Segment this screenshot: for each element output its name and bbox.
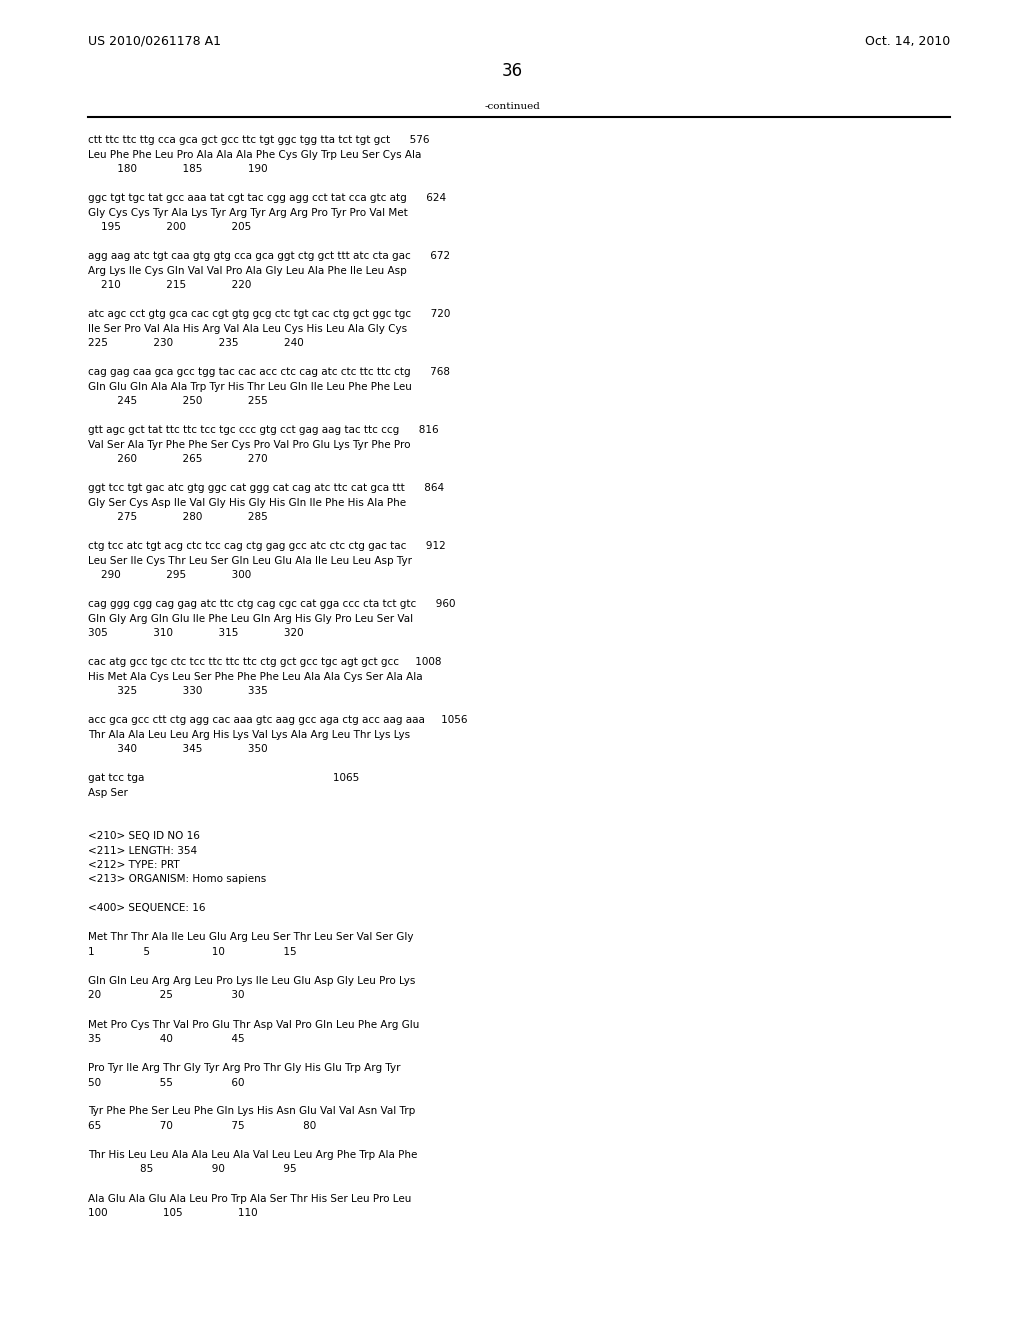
Text: acc gca gcc ctt ctg agg cac aaa gtc aag gcc aga ctg acc aag aaa     1056: acc gca gcc ctt ctg agg cac aaa gtc aag …: [88, 715, 468, 725]
Text: Arg Lys Ile Cys Gln Val Val Pro Ala Gly Leu Ala Phe Ile Leu Asp: Arg Lys Ile Cys Gln Val Val Pro Ala Gly …: [88, 265, 407, 276]
Text: <211> LENGTH: 354: <211> LENGTH: 354: [88, 846, 198, 855]
Text: Ala Glu Ala Glu Ala Leu Pro Trp Ala Ser Thr His Ser Leu Pro Leu: Ala Glu Ala Glu Ala Leu Pro Trp Ala Ser …: [88, 1193, 412, 1204]
Text: Asp Ser: Asp Ser: [88, 788, 128, 797]
Text: 1               5                   10                  15: 1 5 10 15: [88, 946, 297, 957]
Text: -continued: -continued: [484, 102, 540, 111]
Text: 275              280              285: 275 280 285: [88, 512, 267, 521]
Text: 195              200              205: 195 200 205: [88, 222, 251, 232]
Text: Leu Phe Phe Leu Pro Ala Ala Ala Phe Cys Gly Trp Leu Ser Cys Ala: Leu Phe Phe Leu Pro Ala Ala Ala Phe Cys …: [88, 149, 421, 160]
Text: 325              330              335: 325 330 335: [88, 686, 267, 696]
Text: agg aag atc tgt caa gtg gtg cca gca ggt ctg gct ttt atc cta gac      672: agg aag atc tgt caa gtg gtg cca gca ggt …: [88, 251, 451, 261]
Text: Tyr Phe Phe Ser Leu Phe Gln Lys His Asn Glu Val Val Asn Val Trp: Tyr Phe Phe Ser Leu Phe Gln Lys His Asn …: [88, 1106, 416, 1117]
Text: 35                  40                  45: 35 40 45: [88, 1034, 245, 1044]
Text: Val Ser Ala Tyr Phe Phe Ser Cys Pro Val Pro Glu Lys Tyr Phe Pro: Val Ser Ala Tyr Phe Phe Ser Cys Pro Val …: [88, 440, 411, 450]
Text: 225              230              235              240: 225 230 235 240: [88, 338, 304, 348]
Text: 260              265              270: 260 265 270: [88, 454, 267, 465]
Text: Leu Ser Ile Cys Thr Leu Ser Gln Leu Glu Ala Ile Leu Leu Asp Tyr: Leu Ser Ile Cys Thr Leu Ser Gln Leu Glu …: [88, 556, 412, 565]
Text: 290              295              300: 290 295 300: [88, 570, 251, 579]
Text: Oct. 14, 2010: Oct. 14, 2010: [864, 36, 950, 48]
Text: US 2010/0261178 A1: US 2010/0261178 A1: [88, 36, 221, 48]
Text: 305              310              315              320: 305 310 315 320: [88, 628, 304, 638]
Text: 36: 36: [502, 62, 522, 81]
Text: 50                  55                  60: 50 55 60: [88, 1077, 245, 1088]
Text: 85                  90                  95: 85 90 95: [88, 1164, 297, 1175]
Text: ctt ttc ttc ttg cca gca gct gcc ttc tgt ggc tgg tta tct tgt gct      576: ctt ttc ttc ttg cca gca gct gcc ttc tgt …: [88, 135, 429, 145]
Text: atc agc cct gtg gca cac cgt gtg gcg ctc tgt cac ctg gct ggc tgc      720: atc agc cct gtg gca cac cgt gtg gcg ctc …: [88, 309, 451, 319]
Text: Gly Ser Cys Asp Ile Val Gly His Gly His Gln Ile Phe His Ala Phe: Gly Ser Cys Asp Ile Val Gly His Gly His …: [88, 498, 407, 507]
Text: <212> TYPE: PRT: <212> TYPE: PRT: [88, 861, 179, 870]
Text: <210> SEQ ID NO 16: <210> SEQ ID NO 16: [88, 832, 200, 841]
Text: 20                  25                  30: 20 25 30: [88, 990, 245, 1001]
Text: cag ggg cgg cag gag atc ttc ctg cag cgc cat gga ccc cta tct gtc      960: cag ggg cgg cag gag atc ttc ctg cag cgc …: [88, 599, 456, 609]
Text: 100                 105                 110: 100 105 110: [88, 1208, 258, 1218]
Text: ggt tcc tgt gac atc gtg ggc cat ggg cat cag atc ttc cat gca ttt      864: ggt tcc tgt gac atc gtg ggc cat ggg cat …: [88, 483, 444, 492]
Text: Gln Gln Leu Arg Arg Leu Pro Lys Ile Leu Glu Asp Gly Leu Pro Lys: Gln Gln Leu Arg Arg Leu Pro Lys Ile Leu …: [88, 975, 416, 986]
Text: ctg tcc atc tgt acg ctc tcc cag ctg gag gcc atc ctc ctg gac tac      912: ctg tcc atc tgt acg ctc tcc cag ctg gag …: [88, 541, 445, 550]
Text: <400> SEQUENCE: 16: <400> SEQUENCE: 16: [88, 903, 206, 913]
Text: 65                  70                  75                  80: 65 70 75 80: [88, 1121, 316, 1131]
Text: 340              345              350: 340 345 350: [88, 744, 267, 754]
Text: Gly Cys Cys Tyr Ala Lys Tyr Arg Tyr Arg Arg Pro Tyr Pro Val Met: Gly Cys Cys Tyr Ala Lys Tyr Arg Tyr Arg …: [88, 207, 408, 218]
Text: ggc tgt tgc tat gcc aaa tat cgt tac cgg agg cct tat cca gtc atg      624: ggc tgt tgc tat gcc aaa tat cgt tac cgg …: [88, 193, 446, 203]
Text: Met Thr Thr Ala Ile Leu Glu Arg Leu Ser Thr Leu Ser Val Ser Gly: Met Thr Thr Ala Ile Leu Glu Arg Leu Ser …: [88, 932, 414, 942]
Text: cac atg gcc tgc ctc tcc ttc ttc ttc ctg gct gcc tgc agt gct gcc     1008: cac atg gcc tgc ctc tcc ttc ttc ttc ctg …: [88, 657, 441, 667]
Text: 245              250              255: 245 250 255: [88, 396, 267, 407]
Text: Met Pro Cys Thr Val Pro Glu Thr Asp Val Pro Gln Leu Phe Arg Glu: Met Pro Cys Thr Val Pro Glu Thr Asp Val …: [88, 1019, 420, 1030]
Text: Ile Ser Pro Val Ala His Arg Val Ala Leu Cys His Leu Ala Gly Cys: Ile Ser Pro Val Ala His Arg Val Ala Leu …: [88, 323, 408, 334]
Text: Thr Ala Ala Leu Leu Arg His Lys Val Lys Ala Arg Leu Thr Lys Lys: Thr Ala Ala Leu Leu Arg His Lys Val Lys …: [88, 730, 411, 739]
Text: <213> ORGANISM: Homo sapiens: <213> ORGANISM: Homo sapiens: [88, 874, 266, 884]
Text: gat tcc tga                                                          1065: gat tcc tga 1065: [88, 774, 359, 783]
Text: 180              185              190: 180 185 190: [88, 164, 267, 174]
Text: Gln Gly Arg Gln Glu Ile Phe Leu Gln Arg His Gly Pro Leu Ser Val: Gln Gly Arg Gln Glu Ile Phe Leu Gln Arg …: [88, 614, 413, 623]
Text: Thr His Leu Leu Ala Ala Leu Ala Val Leu Leu Arg Phe Trp Ala Phe: Thr His Leu Leu Ala Ala Leu Ala Val Leu …: [88, 1150, 418, 1160]
Text: Gln Glu Gln Ala Ala Trp Tyr His Thr Leu Gln Ile Leu Phe Phe Leu: Gln Glu Gln Ala Ala Trp Tyr His Thr Leu …: [88, 381, 412, 392]
Text: cag gag caa gca gcc tgg tac cac acc ctc cag atc ctc ttc ttc ctg      768: cag gag caa gca gcc tgg tac cac acc ctc …: [88, 367, 450, 378]
Text: gtt agc gct tat ttc ttc tcc tgc ccc gtg cct gag aag tac ttc ccg      816: gtt agc gct tat ttc ttc tcc tgc ccc gtg …: [88, 425, 438, 436]
Text: 210              215              220: 210 215 220: [88, 280, 251, 290]
Text: His Met Ala Cys Leu Ser Phe Phe Phe Leu Ala Ala Cys Ser Ala Ala: His Met Ala Cys Leu Ser Phe Phe Phe Leu …: [88, 672, 423, 681]
Text: Pro Tyr Ile Arg Thr Gly Tyr Arg Pro Thr Gly His Glu Trp Arg Tyr: Pro Tyr Ile Arg Thr Gly Tyr Arg Pro Thr …: [88, 1063, 400, 1073]
